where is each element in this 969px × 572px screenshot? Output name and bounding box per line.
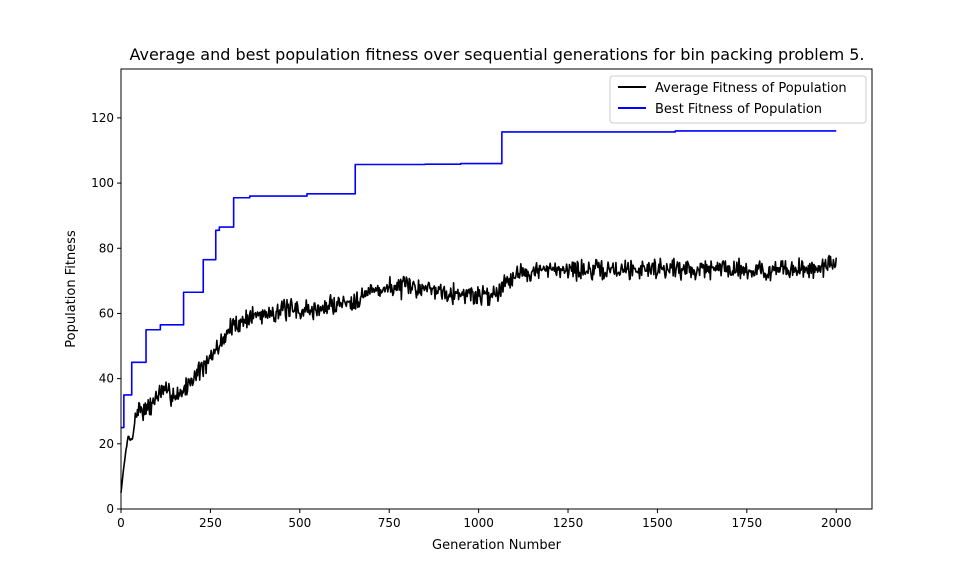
y-tick-label: 20 — [99, 437, 114, 451]
x-tick-label: 1500 — [642, 516, 673, 530]
x-tick-label: 500 — [288, 516, 311, 530]
plot-frame — [120, 68, 873, 510]
x-tick-label: 750 — [378, 516, 401, 530]
x-axis-label: Generation Number — [432, 538, 562, 553]
x-tick-label: 1000 — [463, 516, 494, 530]
x-tick-label: 2000 — [821, 516, 852, 530]
y-tick-label: 60 — [99, 306, 114, 320]
best-fitness-line — [121, 130, 837, 429]
x-tick-label: 1250 — [553, 516, 584, 530]
y-axis-label: Population Fitness — [64, 230, 79, 348]
legend-label-best: Best Fitness of Population — [655, 102, 822, 117]
chart-title: Average and best population fitness over… — [129, 45, 864, 64]
legend-label-average: Average Fitness of Population — [655, 81, 847, 96]
y-axis-ticks: 0 20 40 60 80 100 120 — [91, 111, 121, 516]
x-axis-ticks: 0 250 500 750 1000 1250 1500 1750 2000 — [117, 509, 852, 530]
y-tick-label: 40 — [99, 372, 114, 386]
x-tick-label: 0 — [117, 516, 125, 530]
y-tick-label: 80 — [99, 241, 114, 255]
plot-lines — [120, 130, 838, 493]
x-tick-label: 1750 — [732, 516, 763, 530]
y-tick-label: 100 — [91, 176, 114, 190]
average-fitness-line — [120, 254, 838, 493]
legend: Average Fitness of Population Best Fitne… — [609, 75, 867, 124]
legend-box — [609, 75, 867, 124]
x-tick-label: 250 — [199, 516, 222, 530]
y-tick-label: 120 — [91, 111, 114, 125]
y-tick-label: 0 — [106, 502, 114, 516]
